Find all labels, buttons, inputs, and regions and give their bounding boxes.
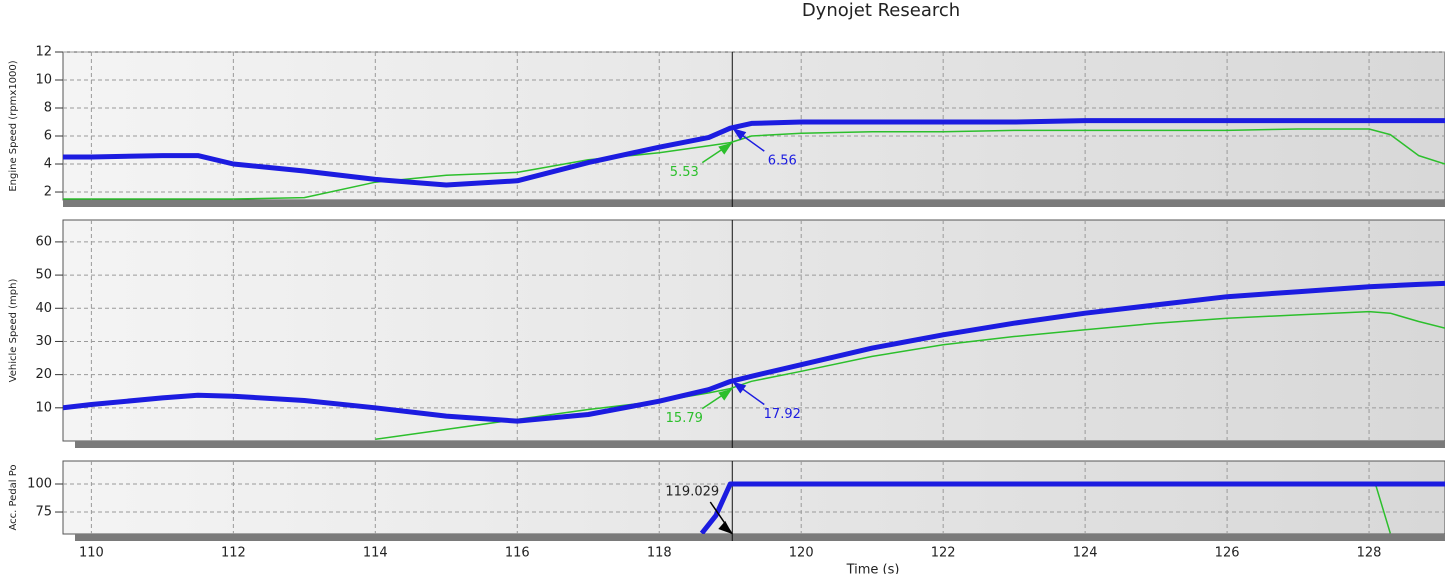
readout-arrowhead bbox=[732, 381, 747, 394]
series-line bbox=[699, 481, 1445, 534]
x-tick-label: 126 bbox=[1215, 546, 1240, 561]
plot-area bbox=[62, 51, 1445, 201]
x-tick-label: 120 bbox=[789, 546, 814, 561]
scroll-bar bbox=[75, 534, 1445, 541]
y-tick-label: 75 bbox=[35, 505, 52, 520]
y-tick-label: 100 bbox=[27, 476, 52, 491]
y-tick-label: 10 bbox=[35, 73, 52, 88]
readout-label: 17.92 bbox=[764, 407, 801, 422]
readout-arrowhead bbox=[718, 388, 733, 401]
x-tick-label: 116 bbox=[505, 546, 530, 561]
y-tick-label: 6 bbox=[44, 129, 52, 144]
x-tick-label: 112 bbox=[221, 546, 246, 561]
cursor-arrowhead bbox=[718, 521, 733, 534]
y-axis-label: Engine Speed (rpmx1000) bbox=[8, 60, 19, 191]
cursor-label: 119.029 bbox=[665, 485, 719, 500]
series-line bbox=[375, 310, 1445, 441]
y-tick-label: 10 bbox=[35, 400, 52, 415]
y-tick-label: 40 bbox=[35, 301, 52, 316]
y-tick-label: 50 bbox=[35, 268, 52, 283]
readout-label: 5.53 bbox=[670, 165, 699, 180]
y-tick-label: 8 bbox=[44, 101, 52, 116]
x-tick-label: 128 bbox=[1357, 546, 1382, 561]
series-line bbox=[63, 280, 1445, 424]
x-tick-label: 118 bbox=[647, 546, 672, 561]
readout-arrowhead bbox=[732, 128, 747, 141]
plot-area bbox=[62, 460, 1445, 535]
x-axis-label: Time (s) bbox=[846, 563, 900, 574]
y-tick-label: 20 bbox=[35, 367, 52, 382]
chart-title: Dynojet Research bbox=[802, 0, 960, 21]
y-axis-label: Acc. Pedal Po bbox=[8, 464, 19, 530]
x-tick-label: 114 bbox=[363, 546, 388, 561]
y-tick-label: 60 bbox=[35, 234, 52, 249]
scroll-bar bbox=[63, 200, 1445, 207]
y-tick-label: 4 bbox=[44, 157, 52, 172]
readout-label: 15.79 bbox=[666, 411, 703, 426]
scroll-bar bbox=[75, 441, 1445, 448]
x-tick-label: 122 bbox=[931, 546, 956, 561]
x-tick-label: 110 bbox=[79, 546, 104, 561]
readout-arrowhead bbox=[718, 142, 733, 155]
y-tick-label: 30 bbox=[35, 334, 52, 349]
series-line bbox=[63, 118, 1445, 188]
plot-area bbox=[62, 219, 1445, 442]
y-axis-label: Vehicle Speed (mph) bbox=[8, 279, 19, 383]
y-tick-label: 2 bbox=[44, 185, 52, 200]
y-tick-label: 12 bbox=[35, 45, 52, 60]
readout-label: 6.56 bbox=[768, 154, 797, 169]
x-tick-label: 124 bbox=[1073, 546, 1098, 561]
